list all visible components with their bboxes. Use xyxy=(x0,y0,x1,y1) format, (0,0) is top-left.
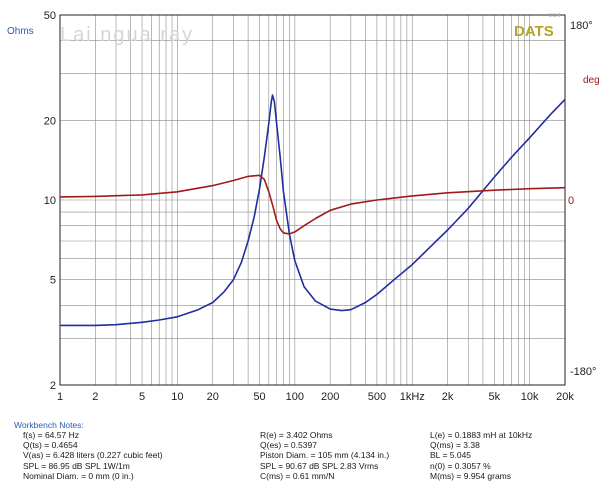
note-line: SPL = 90.67 dB SPL 2.83 Vrms xyxy=(260,460,379,471)
note-line: Q(ts) = 0.4654 xyxy=(23,440,78,451)
left-tick-label: 50 xyxy=(44,10,56,22)
impedance-phase-chart: Lai ngua ray DATS 3.1.6 Ohms deg 2510205… xyxy=(7,10,600,403)
x-tick-label: 5k xyxy=(488,391,500,403)
impedance-curve xyxy=(60,94,566,327)
x-tick-label: 1kHz xyxy=(400,391,425,403)
left-tick-label: 2 xyxy=(50,380,56,392)
workbench-notes: Workbench Notes: f(s) = 64.57 Hz Q(ts) =… xyxy=(0,418,606,500)
plot-frame xyxy=(59,14,566,386)
right-tick-labels: 180° 0 -180° xyxy=(568,20,596,378)
x-tick-label: 200 xyxy=(321,391,339,403)
x-tick-label: 20k xyxy=(556,391,574,403)
x-tick-label: 50 xyxy=(253,391,265,403)
x-tick-label: 10k xyxy=(521,391,539,403)
dats-version: 3.1.6 xyxy=(549,13,560,19)
right-tick-label: 0 xyxy=(568,195,574,207)
notes-column-2: R(e) = 3.402 Ohms Q(es) = 0.5397 Piston … xyxy=(260,430,389,481)
x-tick-labels: 1 2 5 10 20 50 100 200 500 1kHz 2k 5k 10k 20k xyxy=(57,391,574,403)
note-line: Nominal Diam. = 0 mm (0 in.) xyxy=(23,470,134,481)
x-tick-label: 100 xyxy=(286,391,304,403)
notes-column-1: f(s) = 64.57 Hz Q(ts) = 0.4654 V(as) = 6… xyxy=(23,430,163,481)
notes-column-3: L(e) = 0.1883 mH at 10kHz Q(ms) = 3.38 B… xyxy=(430,430,532,481)
x-tick-label: 1 xyxy=(57,391,63,403)
note-line: C(ms) = 0.61 mm/N xyxy=(260,470,335,481)
note-line: SPL = 86.95 dB SPL 1W/1m xyxy=(23,460,130,471)
right-tick-label: -180° xyxy=(570,366,596,378)
watermark-text: Lai ngua ray xyxy=(60,24,194,46)
note-line: V(as) = 6.428 liters (0.227 cubic feet) xyxy=(23,450,163,461)
note-line: M(ms) = 9.954 grams xyxy=(430,470,512,481)
workbench-title: Workbench Notes: xyxy=(14,420,84,430)
note-line: R(e) = 3.402 Ohms xyxy=(260,430,333,440)
x-tick-label: 5 xyxy=(139,391,145,403)
x-tick-label: 2 xyxy=(92,391,98,403)
note-line: f(s) = 64.57 Hz xyxy=(23,430,79,440)
dats-logo: DATS xyxy=(514,23,554,40)
right-tick-label: 180° xyxy=(570,20,593,32)
curves xyxy=(59,94,566,327)
x-tick-label: 10 xyxy=(171,391,183,403)
left-tick-labels: 2 5 10 20 50 xyxy=(44,10,56,392)
left-tick-label: 5 xyxy=(50,275,56,287)
note-line: BL = 5.045 xyxy=(430,450,472,461)
left-tick-label: 10 xyxy=(44,195,56,207)
left-tick-label: 20 xyxy=(44,115,56,127)
phase-curve xyxy=(59,174,566,235)
right-axis-label: deg xyxy=(583,75,600,86)
note-line: Piston Diam. = 105 mm (4.134 in.) xyxy=(260,450,390,461)
note-line: L(e) = 0.1883 mH at 10kHz xyxy=(430,430,533,440)
x-tick-label: 20 xyxy=(207,391,219,403)
left-axis-label: Ohms xyxy=(7,26,34,37)
note-line: Q(es) = 0.5397 xyxy=(260,440,317,451)
note-line: Q(ms) = 3.38 xyxy=(430,440,480,451)
x-tick-label: 500 xyxy=(368,391,386,403)
note-line: n(0) = 0.3057 % xyxy=(430,460,491,471)
grid-lines xyxy=(59,14,566,386)
x-tick-label: 2k xyxy=(442,391,454,403)
